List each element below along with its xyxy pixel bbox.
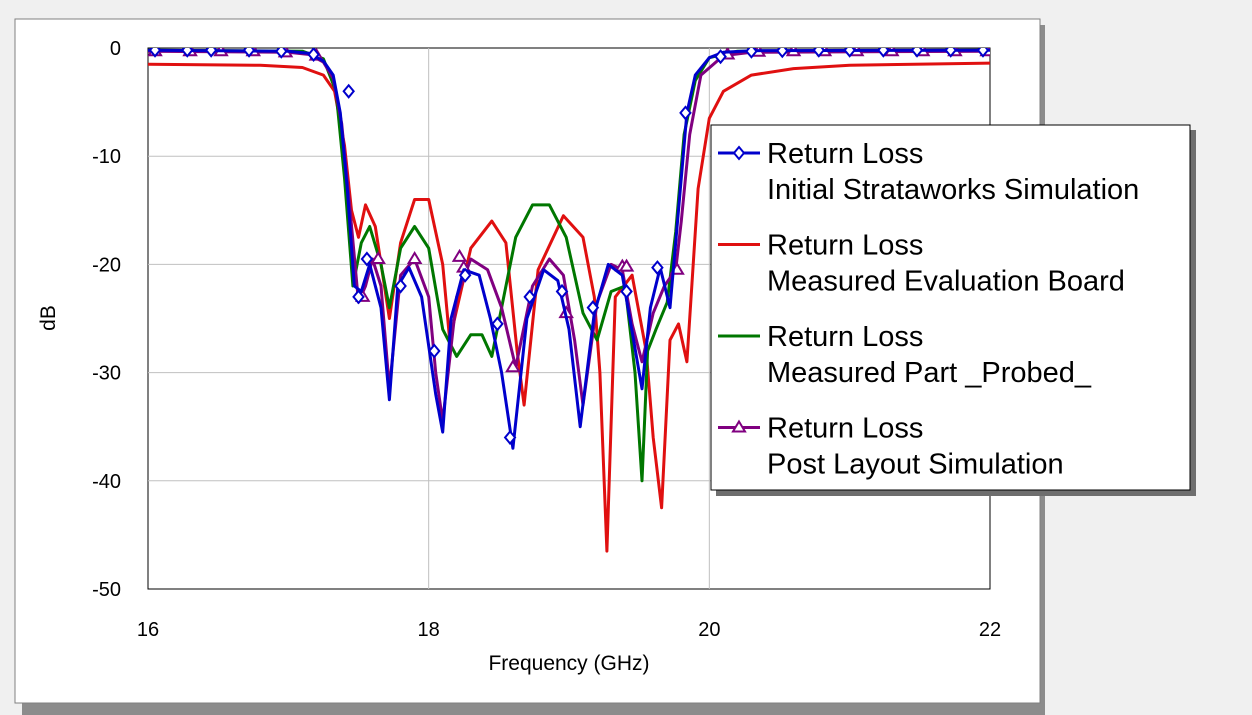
series-line	[148, 49, 990, 423]
x-axis-label: Frequency (GHz)	[488, 652, 649, 675]
diamond-marker	[275, 48, 288, 59]
diamond-marker	[679, 105, 692, 121]
x-tick-label: 20	[698, 619, 720, 641]
diamond-marker	[427, 343, 441, 359]
series-3	[148, 48, 990, 483]
y-tick-label: -30	[92, 363, 121, 385]
series-line	[148, 48, 990, 483]
plot-lines	[148, 48, 990, 553]
legend-label-line2: Measured Part _Probed_	[767, 357, 1092, 389]
triangle-marker	[406, 251, 423, 264]
diamond-marker	[491, 316, 504, 332]
diamond-marker	[180, 48, 194, 58]
diamond-marker	[620, 283, 633, 300]
legend-label-line2: Initial Strataworks Simulation	[767, 174, 1139, 206]
legend-label-line1: Return Loss	[767, 138, 923, 170]
y-axis-ticks: 0 -10 -20 -30 -40 -50	[92, 38, 121, 601]
diamond-marker	[360, 251, 374, 267]
legend-item-2: Return Loss Measured Evaluation Board	[718, 230, 1125, 298]
series-2	[148, 61, 990, 553]
triangle-marker	[505, 359, 521, 373]
diamond-marker	[458, 267, 472, 283]
series-line	[148, 61, 990, 553]
legend-diamond-marker	[732, 145, 746, 161]
triangle-marker	[370, 251, 386, 264]
legend-label-line2: Measured Evaluation Board	[767, 266, 1125, 298]
diamond-marker	[944, 48, 958, 58]
diamond-marker	[394, 278, 407, 294]
legend-box	[710, 124, 1191, 491]
legend: Return Loss Initial Strataworks Simulatio…	[710, 124, 1196, 496]
diamond-marker	[586, 300, 600, 316]
legend-label-line1: Return Loss	[767, 230, 923, 262]
diamond-marker	[503, 429, 517, 446]
series-line	[148, 48, 990, 450]
y-axis-label: dB	[37, 305, 60, 331]
legend-triangle-marker	[731, 419, 747, 433]
diamond-marker	[242, 48, 256, 58]
legend-item-4: Return Loss Post Layout Simulation	[718, 413, 1064, 481]
triangle-marker	[618, 258, 635, 272]
diamond-marker	[352, 289, 365, 305]
x-tick-label: 18	[418, 619, 440, 641]
x-tick-label: 22	[979, 619, 1001, 641]
x-tick-label: 16	[137, 619, 159, 641]
series-1	[148, 48, 990, 450]
diamond-marker	[877, 48, 890, 58]
diamond-marker	[843, 48, 856, 58]
diamond-marker	[204, 48, 218, 58]
diamond-marker	[342, 83, 355, 99]
diamond-marker	[910, 48, 924, 58]
legend-label-line1: Return Loss	[767, 413, 923, 445]
y-tick-label: -20	[92, 254, 121, 276]
triangle-marker	[451, 248, 468, 262]
legend-item-1: Return Loss Initial Strataworks Simulatio…	[718, 138, 1139, 206]
legend-item-3: Return Loss Measured Part _Probed_	[718, 321, 1092, 389]
diamond-marker	[812, 48, 826, 58]
legend-label-line1: Return Loss	[767, 321, 923, 353]
diamond-marker	[651, 260, 664, 276]
diamond-marker	[976, 48, 990, 58]
diamond-marker	[523, 289, 537, 305]
diamond-marker	[307, 48, 320, 63]
y-tick-label: -50	[92, 579, 121, 601]
y-tick-label: -40	[92, 471, 121, 493]
y-tick-label: 0	[110, 38, 121, 60]
diamond-marker	[148, 48, 162, 58]
y-tick-label: -10	[92, 146, 121, 168]
diamond-marker	[776, 48, 789, 59]
diamond-marker	[714, 49, 727, 65]
legend-label-line2: Post Layout Simulation	[767, 449, 1064, 481]
diamond-marker	[555, 283, 569, 300]
x-axis-ticks: 16 18 20 22	[137, 619, 1001, 641]
diamond-marker	[745, 48, 758, 59]
